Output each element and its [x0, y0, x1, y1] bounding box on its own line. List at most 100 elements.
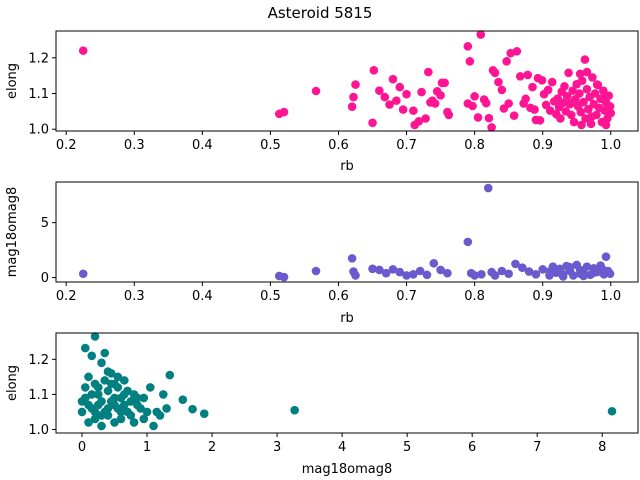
data-point	[494, 77, 503, 87]
data-point	[422, 270, 432, 280]
y-axis-label: elong	[5, 63, 20, 99]
data-point	[477, 270, 486, 279]
data-point	[483, 183, 493, 193]
x-tick-label: 0.7	[396, 289, 417, 304]
data-point	[476, 30, 486, 39]
data-point	[103, 404, 113, 413]
data-point	[569, 117, 579, 127]
x-tick-label: 0	[78, 440, 86, 455]
data-point	[592, 80, 602, 89]
data-point	[598, 86, 608, 95]
data-point	[87, 351, 97, 361]
data-point	[84, 418, 93, 427]
x-tick-label: 0.2	[56, 289, 77, 304]
panel-rb-vs-elong: 0.2 0.3 0.4 0.5 0.6 0.7 0.8 0.9 1.0 1.0 1.1 1.2 rb el…	[5, 30, 639, 174]
data-point	[481, 98, 491, 108]
x-tick-label: 0.9	[532, 289, 553, 304]
data-point	[385, 100, 394, 109]
data-point	[531, 270, 541, 279]
data-point	[599, 92, 609, 102]
x-tick-label: 0.8	[464, 138, 485, 153]
data-point	[145, 383, 155, 392]
x-tick-label: 0.9	[532, 138, 553, 153]
data-point	[497, 85, 507, 95]
data-point	[470, 271, 479, 280]
y-tick-label: 1.2	[28, 353, 49, 368]
axes-frame	[55, 181, 639, 283]
data-point	[149, 421, 158, 431]
data-point	[490, 271, 500, 280]
y-tick-label: 0	[41, 271, 49, 286]
data-point	[106, 369, 116, 378]
x-axis-label: rb	[340, 311, 354, 326]
data-point	[116, 414, 126, 424]
data-point	[421, 114, 430, 123]
x-tick-label: 6	[468, 440, 476, 455]
data-point	[381, 268, 391, 278]
data-point	[535, 115, 545, 125]
data-point	[558, 98, 568, 108]
y-tick-label: 1.0	[28, 123, 49, 138]
data-point	[601, 120, 611, 130]
data-point	[463, 237, 473, 247]
data-point	[414, 117, 424, 126]
data-point	[530, 105, 539, 114]
x-tick-label: 0.4	[192, 138, 213, 153]
x-tick-label: 0.2	[56, 138, 77, 153]
data-point	[78, 269, 88, 279]
data-point	[139, 393, 149, 403]
data-point	[113, 372, 123, 382]
data-point	[84, 400, 93, 410]
data-point	[504, 269, 513, 279]
data-point	[468, 101, 477, 111]
data-point	[443, 268, 452, 278]
data-point	[395, 267, 405, 277]
data-point	[607, 406, 617, 416]
data-point	[582, 84, 592, 94]
data-point	[77, 407, 87, 417]
data-point	[80, 343, 90, 353]
data-point	[569, 271, 578, 280]
x-tick-label: 0.8	[464, 289, 485, 304]
data-point	[129, 418, 139, 427]
data-point	[584, 104, 593, 114]
data-point	[528, 82, 537, 92]
data-point	[487, 123, 496, 132]
x-tick-label: 0.6	[328, 289, 349, 304]
data-point	[589, 268, 599, 277]
data-point	[84, 372, 93, 382]
data-point	[417, 87, 426, 97]
data-point	[577, 120, 586, 130]
data-point	[90, 407, 100, 417]
data-point	[517, 263, 527, 273]
data-point	[351, 271, 360, 280]
data-point	[388, 265, 398, 274]
data-point	[311, 266, 321, 276]
data-point	[568, 86, 577, 95]
data-point	[97, 358, 106, 368]
data-point	[565, 262, 575, 272]
data-point	[311, 86, 321, 96]
data-point	[110, 400, 119, 410]
x-axis-label: mag18omag8	[302, 462, 393, 477]
data-point	[119, 390, 129, 399]
panel-mag18omag8-vs-elong: 0 1 2 3 4 5 6 7 8 1.0 1.1 1.2 mag18omag8 elong	[5, 332, 639, 477]
data-point	[545, 267, 554, 276]
data-point	[504, 99, 513, 108]
data-point	[569, 98, 578, 107]
x-tick-label: 7	[533, 440, 541, 455]
data-point	[398, 105, 408, 114]
y-axis-label: mag18omag8	[5, 187, 20, 278]
x-tick-label: 0.3	[124, 289, 145, 304]
data-point	[521, 94, 530, 104]
data-point	[188, 404, 197, 414]
data-point	[178, 395, 188, 404]
data-point	[93, 390, 103, 399]
data-points	[78, 183, 615, 282]
data-point	[155, 411, 165, 420]
data-point	[97, 397, 106, 406]
data-point	[126, 397, 136, 406]
data-point	[523, 70, 533, 80]
data-point	[136, 404, 145, 413]
